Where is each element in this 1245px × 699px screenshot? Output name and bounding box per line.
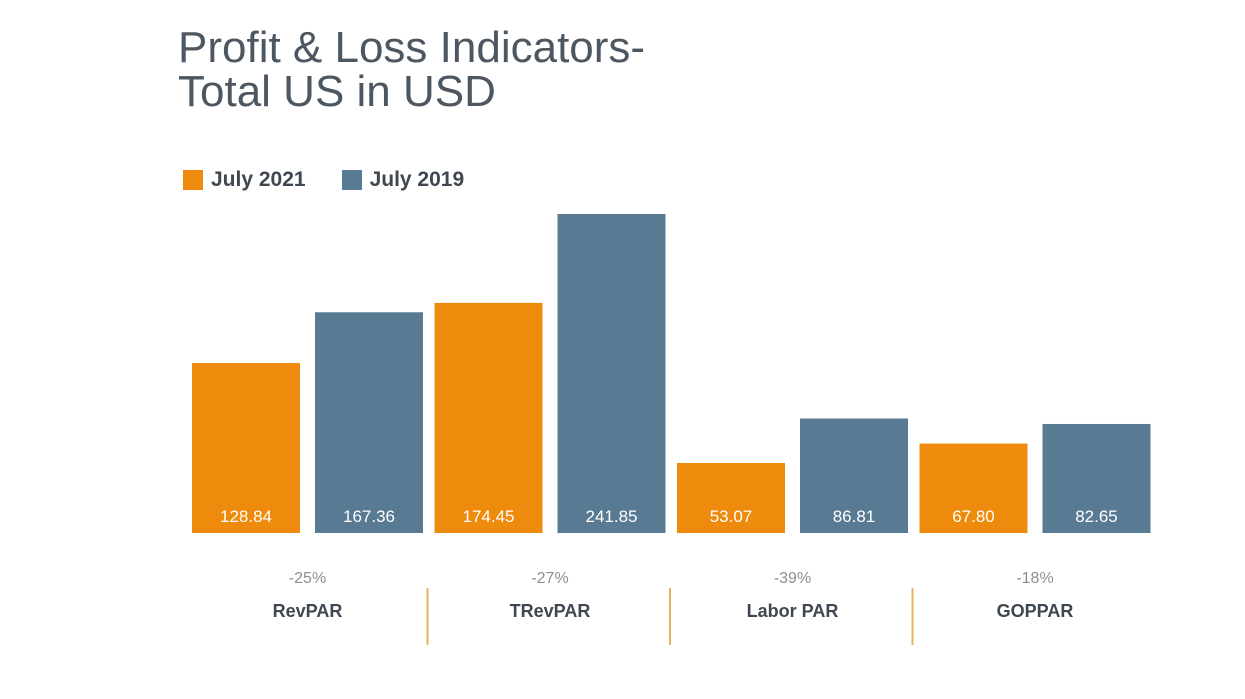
bar-value-label: 53.07: [710, 507, 753, 526]
category-label: Labor PAR: [747, 601, 839, 621]
bar-value-label: 128.84: [220, 507, 272, 526]
bar-value-label: 67.80: [952, 507, 995, 526]
bar-value-label: 167.36: [343, 507, 395, 526]
legend-swatch: [341, 170, 362, 190]
category-label: RevPAR: [273, 601, 343, 621]
category-label: TRevPAR: [510, 601, 591, 621]
bar: [434, 302, 543, 533]
legend-swatch: [183, 170, 203, 190]
bar-value-label: 82.65: [1075, 507, 1118, 526]
title-line-2: Total US in USD: [178, 67, 496, 116]
change-label: -39%: [774, 570, 811, 587]
legend-label: July 2019: [369, 168, 465, 191]
bar-value-label: 174.45: [463, 507, 515, 526]
bar: [677, 463, 785, 533]
legend-label: July 2021: [211, 168, 306, 191]
bar-value-label: 241.85: [586, 507, 638, 526]
bar: [1042, 423, 1151, 533]
change-label: -25%: [289, 570, 326, 587]
legend-item-july-2021: July 2021: [183, 168, 306, 192]
bar-value-label: 86.81: [833, 507, 876, 526]
change-label: -18%: [1016, 570, 1053, 587]
title-line-1: Profit & Loss Indicators-: [178, 23, 646, 72]
chart-title: Profit & Loss Indicators- Total US in US…: [178, 26, 645, 114]
change-label: -27%: [531, 570, 568, 587]
legend-item-july-2019: July 2019: [341, 168, 465, 192]
bar: [315, 312, 423, 533]
bar: [800, 418, 908, 533]
category-label: GOPPAR: [997, 601, 1074, 621]
bar: [919, 443, 1028, 533]
bar: [192, 363, 300, 533]
bar: [557, 214, 666, 533]
legend: July 2021 July 2019: [183, 168, 464, 192]
